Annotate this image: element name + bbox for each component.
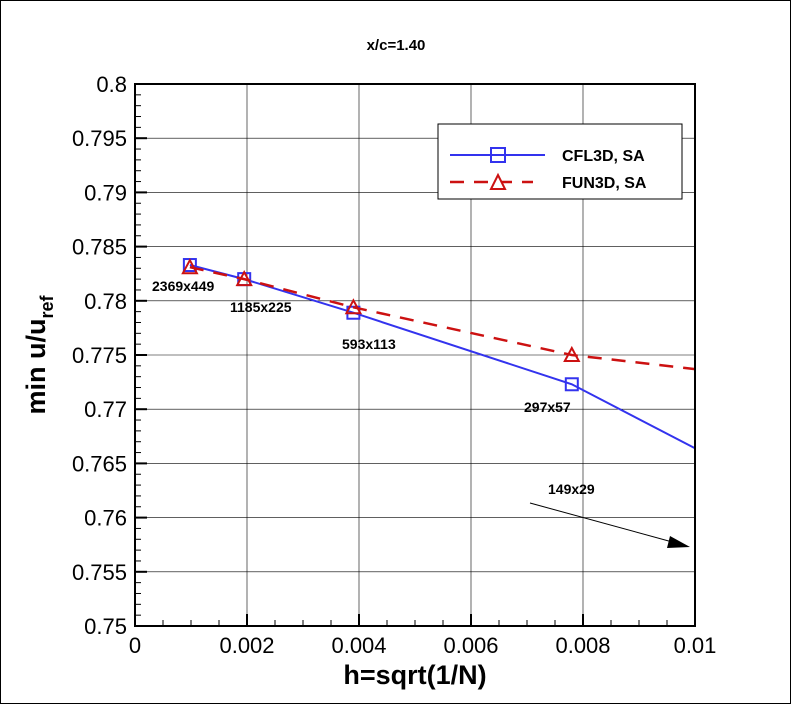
chart-title: x/c=1.40 [367,37,426,54]
y-tick-label: 0.765 [72,451,127,476]
y-tick-label: 0.8 [96,72,127,97]
annotation-label: 149x29 [548,481,595,497]
data-point-triangle [563,345,581,362]
data-point-square [564,377,579,392]
legend-box [437,123,683,200]
legend: CFL3D, SA FUN3D, SA [437,123,683,200]
annotation-label: 593x113 [342,336,396,352]
annotation-label: 297x57 [524,399,571,415]
legend-triangle-icon [489,172,507,190]
series-line-fun3d [189,265,696,371]
y-tick-label: 0.755 [72,560,127,585]
x-tick-label: 0.008 [555,633,610,658]
y-tick-label: 0.78 [84,289,127,314]
y-tick-label: 0.77 [84,397,127,422]
plot-area-border [134,83,696,627]
legend-square-icon [490,147,506,163]
y-axis-label-sub: ref [37,294,57,318]
annotation-label: 1185x225 [230,299,292,315]
x-tick-label: 0 [129,633,141,658]
data-point-triangle [344,298,363,315]
data-point-triangle [235,270,253,287]
y-tick-label: 0.76 [84,506,127,531]
y-axis-label-main: min u/u [21,319,51,415]
y-axis-label: min u/uref [21,294,57,414]
x-tick-label: 0.006 [443,633,498,658]
x-tick-label: 0.002 [219,633,274,658]
y-tick-label: 0.775 [72,343,127,368]
x-tick-label: 0.01 [674,633,717,658]
y-tick-label: 0.75 [84,614,127,639]
y-tick-label: 0.79 [84,180,127,205]
x-tick-label: 0.004 [331,633,386,658]
annotation-arrow-head [667,536,690,548]
legend-label-fun3d: FUN3D, SA [562,175,647,192]
annotation-arrow-line [529,502,677,544]
legend-label-cfl3d: CFL3D, SA [562,148,645,165]
y-tick-label: 0.785 [72,235,127,260]
data-point-triangle [181,258,199,275]
y-tick-label: 0.795 [72,126,127,151]
annotation-label: 2369x449 [152,278,215,294]
x-axis-label: h=sqrt(1/N) [343,660,486,690]
series-line-cfl3d [189,264,696,450]
